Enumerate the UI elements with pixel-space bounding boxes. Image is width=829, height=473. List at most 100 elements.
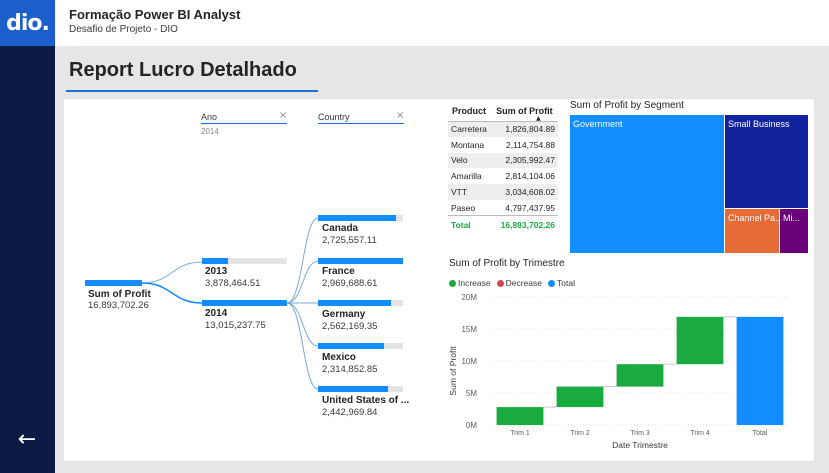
root-label: Sum of Profit xyxy=(88,289,151,300)
dio-logo: dio. xyxy=(0,0,55,46)
legend-item-total[interactable]: Total xyxy=(548,278,575,288)
table-total-row: Total 16,893,702.26 xyxy=(448,215,558,234)
level-header-underline xyxy=(318,123,404,124)
root-bar-fill xyxy=(85,280,142,286)
legend-dot-total xyxy=(548,280,555,287)
waterfall-bar-trim-2 xyxy=(556,386,604,408)
table-row[interactable]: Paseo 4,797,437.95 xyxy=(448,200,558,216)
legend-item-increase[interactable]: Increase xyxy=(449,278,491,288)
node-bar-2014[interactable] xyxy=(202,300,287,306)
y-axis-label: Sum of Profit xyxy=(448,346,458,396)
level-header-ano[interactable]: Ano xyxy=(201,112,218,122)
waterfall-chart: 0M 5M 10M 15M 20M Trim 1 Trim 2 Trim 3 Trim 4 Tot… xyxy=(448,293,790,450)
node-bar-fill xyxy=(202,300,287,306)
cell-product: Carretera xyxy=(448,121,493,137)
waterfall-bar-trim-3 xyxy=(616,364,664,387)
table-row[interactable]: Montana 2,114,754.88 xyxy=(448,137,558,153)
node-label-united-states: United States of ... xyxy=(322,395,410,406)
legend-label: Decrease xyxy=(505,278,542,288)
treemap-tile-channel-partners[interactable]: Channel Pa... xyxy=(725,209,779,253)
y-tick-label: 10M xyxy=(461,357,477,366)
node-value-canada: 2,725,557.11 xyxy=(322,235,377,246)
x-tick-label: Trim 1 xyxy=(510,430,530,437)
waterfall-title: Sum of Profit by Trimestre xyxy=(449,258,565,269)
node-value-united-states: 2,442,969.84 xyxy=(322,407,378,418)
node-value-france: 2,969,688.61 xyxy=(322,278,378,289)
column-header-product[interactable]: Product xyxy=(448,103,493,122)
node-bar-fill xyxy=(318,258,403,264)
treemap-tile-government[interactable]: Government xyxy=(570,115,724,253)
table-header-row: Product Sum of Profit ▲ xyxy=(448,103,558,122)
close-icon[interactable]: × xyxy=(279,110,288,121)
y-tick-label: 5M xyxy=(466,389,477,398)
cell-profit: 1,826,804.89 xyxy=(492,121,558,137)
cell-product: VTT xyxy=(448,184,493,200)
cell-profit: 2,305,992.47 xyxy=(492,152,558,169)
cell-total-value: 16,893,702.26 xyxy=(492,215,558,234)
cell-profit: 3,034,608.02 xyxy=(492,184,558,200)
x-tick-label: Total xyxy=(753,430,768,437)
app-subtitle: Desafio de Projeto - DIO xyxy=(69,24,178,35)
root-value: 16,893,702.26 xyxy=(88,300,149,311)
legend-item-decrease[interactable]: Decrease xyxy=(496,278,542,288)
node-bar-canada[interactable] xyxy=(318,215,403,221)
waterfall-legend: Increase Decrease Total xyxy=(449,278,575,288)
y-tick-label: 20M xyxy=(461,293,477,302)
waterfall-bar-trim-1 xyxy=(496,407,544,425)
node-bar-mexico[interactable] xyxy=(318,343,403,349)
level-header-underline xyxy=(201,123,287,124)
cell-product: Velo xyxy=(448,152,493,169)
node-value-mexico: 2,314,852.85 xyxy=(322,364,378,375)
node-label-canada: Canada xyxy=(322,223,359,234)
cell-profit: 2,814,104.06 xyxy=(505,171,555,182)
x-tick-label: Trim 2 xyxy=(570,430,590,437)
node-bar-germany[interactable] xyxy=(318,300,403,306)
cell-profit: 2,114,754.88 xyxy=(506,139,555,150)
x-tick-label: Trim 4 xyxy=(690,430,710,437)
node-bar-fill xyxy=(318,215,397,221)
node-value-2014: 13,015,237.75 xyxy=(205,320,266,331)
arrow-left-icon[interactable]: ← xyxy=(17,427,37,452)
level-header-country[interactable]: Country xyxy=(318,112,350,122)
node-bar-fill xyxy=(202,258,228,264)
node-label-france: France xyxy=(322,266,355,277)
legend-dot-increase xyxy=(449,280,456,287)
waterfall-bar-trim-4 xyxy=(676,316,724,365)
close-icon[interactable]: × xyxy=(396,110,405,121)
table-row[interactable]: Velo 2,305,992.47 xyxy=(448,152,558,169)
root-bar[interactable] xyxy=(85,280,142,286)
node-value-2013: 3,878,464.51 xyxy=(205,278,261,289)
table-row[interactable]: Carretera 1,826,804.89 xyxy=(448,121,558,137)
legend-label: Increase xyxy=(458,278,491,288)
page-title: Report Lucro Detalhado xyxy=(69,59,297,81)
treemap-tile-small-business[interactable]: Small Business xyxy=(725,115,808,208)
node-label-2013: 2013 xyxy=(205,266,228,277)
left-navigation-rail xyxy=(0,46,55,473)
table-row[interactable]: VTT 3,034,608.02 xyxy=(448,184,558,200)
node-bar-fill xyxy=(318,343,385,349)
node-value-germany: 2,562,169.35 xyxy=(322,321,378,332)
node-bar-france[interactable] xyxy=(318,258,403,264)
cell-product: Amarilla xyxy=(451,171,482,182)
node-label-mexico: Mexico xyxy=(322,352,356,363)
sort-ascending-icon[interactable]: ▲ xyxy=(536,115,541,122)
column-header-label: Sum of Profit xyxy=(496,105,553,116)
legend-label: Total xyxy=(557,278,575,288)
cell-total-label: Total xyxy=(448,215,493,234)
app-title: Formação Power BI Analyst xyxy=(69,7,241,22)
cell-profit: 4,797,437.95 xyxy=(505,202,555,213)
column-header-sum-of-profit[interactable]: Sum of Profit ▲ xyxy=(492,103,558,122)
cell-product: Paseo xyxy=(451,202,476,213)
node-bar-united-states[interactable] xyxy=(318,386,403,392)
x-axis-label: Date Trimestre xyxy=(612,440,668,450)
treemap-tile-midmarket[interactable]: Mi... xyxy=(780,209,808,253)
treemap-title: Sum of Profit by Segment xyxy=(570,100,684,111)
x-tick-label: Trim 3 xyxy=(630,430,650,437)
node-bar-2013[interactable] xyxy=(202,258,287,264)
table-row[interactable]: Amarilla 2,814,104.06 xyxy=(448,168,558,184)
header-bar: dio. Formação Power BI Analyst Desafio d… xyxy=(0,0,829,46)
node-label-germany: Germany xyxy=(322,309,366,320)
title-underline xyxy=(66,90,318,92)
legend-dot-decrease xyxy=(496,280,504,287)
level-selected-value: 2014 xyxy=(201,127,219,136)
